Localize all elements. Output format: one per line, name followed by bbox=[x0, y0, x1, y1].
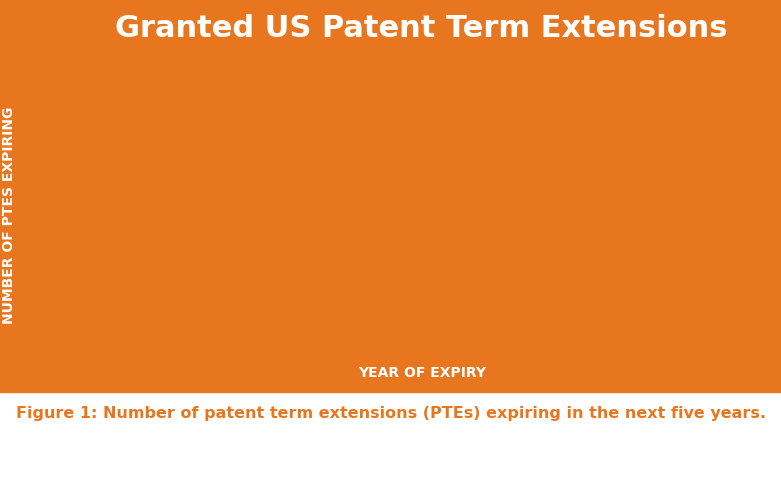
Bar bbox=[115, 302, 166, 354]
Text: 37: 37 bbox=[353, 87, 378, 105]
Text: 26: 26 bbox=[465, 168, 490, 186]
Text: NUMBER OF PTES EXPIRING: NUMBER OF PTES EXPIRING bbox=[2, 107, 16, 324]
Bar bbox=[678, 346, 729, 354]
Text: YEAR OF EXPIRY: YEAR OF EXPIRY bbox=[358, 366, 486, 380]
Text: Figure 1: Number of patent term extensions (PTEs) expiring in the next five year: Figure 1: Number of patent term extensio… bbox=[16, 406, 765, 421]
Text: 1: 1 bbox=[697, 341, 710, 359]
Text: 9: 9 bbox=[247, 294, 259, 312]
Text: 7: 7 bbox=[134, 309, 146, 327]
Text: Granted US Patent Term Extensions: Granted US Patent Term Extensions bbox=[116, 14, 728, 43]
Text: 18: 18 bbox=[578, 228, 603, 246]
Bar bbox=[340, 80, 390, 354]
Bar bbox=[453, 161, 504, 354]
Bar bbox=[565, 220, 616, 354]
Bar bbox=[227, 287, 278, 354]
